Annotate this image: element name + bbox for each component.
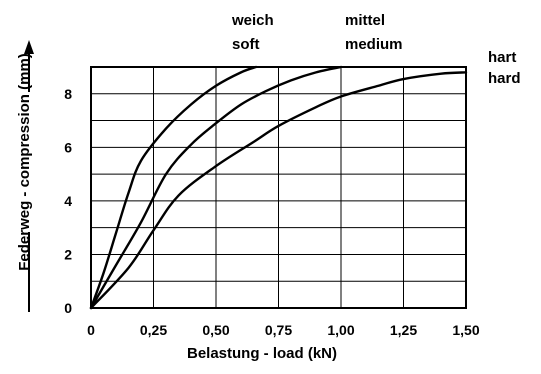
curves <box>89 65 468 310</box>
series-label-hard-line2: hard <box>488 70 521 87</box>
x-axis-title: Belastung - load (kN) <box>187 345 337 362</box>
series-label-soft-line1: weich <box>231 12 274 29</box>
y-tick-label: 0 <box>64 300 72 316</box>
y-tick-label: 2 <box>64 246 72 262</box>
y-tick-label: 8 <box>64 86 72 102</box>
plot-frame <box>90 66 467 309</box>
y-tick-labels: 0 2 4 6 8 <box>64 86 72 316</box>
series-label-medium-line1: mittel <box>345 12 385 29</box>
x-tick-label: 0,75 <box>265 322 292 338</box>
y-axis-title: Federweg - compression (mm) <box>16 53 33 271</box>
series-label-soft-line2: soft <box>232 36 260 53</box>
series-label-hard-line1: hart <box>488 49 516 66</box>
series-line-hard <box>89 71 468 310</box>
grid <box>91 67 466 308</box>
y-tick-label: 6 <box>64 139 72 155</box>
x-tick-label: 0,25 <box>140 322 167 338</box>
x-tick-labels: 0 0,25 0,50 0,75 1,00 1,25 1,50 <box>87 322 480 338</box>
series-line-soft <box>89 65 258 310</box>
x-tick-label: 1,25 <box>390 322 417 338</box>
y-tick-label: 4 <box>64 193 72 209</box>
series-label-medium-line2: medium <box>345 36 403 53</box>
x-tick-label: 1,50 <box>452 322 479 338</box>
x-tick-label: 1,00 <box>327 322 354 338</box>
x-tick-label: 0 <box>87 322 95 338</box>
x-tick-label: 0,50 <box>202 322 229 338</box>
y-axis-arrow-head <box>24 40 34 54</box>
series-line-medium <box>89 65 343 310</box>
